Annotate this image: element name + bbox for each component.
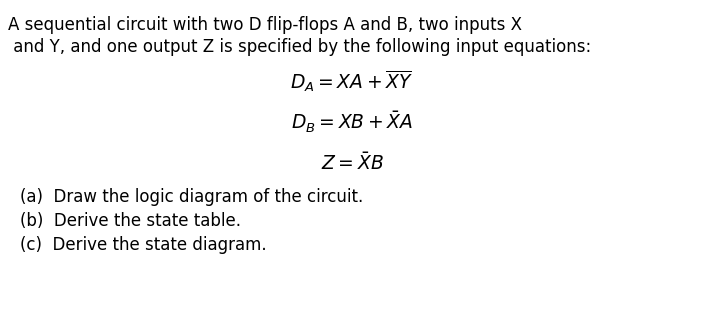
Text: $D_B = XB + \bar{X}A$: $D_B = XB + \bar{X}A$ — [291, 110, 413, 135]
Text: (a)  Draw the logic diagram of the circuit.: (a) Draw the logic diagram of the circui… — [20, 188, 363, 206]
Text: (b)  Derive the state table.: (b) Derive the state table. — [20, 212, 241, 230]
Text: and Y, and one output Z is specified by the following input equations:: and Y, and one output Z is specified by … — [8, 38, 591, 56]
Text: (c)  Derive the state diagram.: (c) Derive the state diagram. — [20, 236, 267, 254]
Text: $Z = \bar{X}B$: $Z = \bar{X}B$ — [320, 152, 384, 174]
Text: A sequential circuit with two D flip-flops A and B, two inputs X: A sequential circuit with two D flip-flo… — [8, 16, 522, 34]
Text: $D_A = XA + \overline{XY}$: $D_A = XA + \overline{XY}$ — [291, 68, 413, 94]
